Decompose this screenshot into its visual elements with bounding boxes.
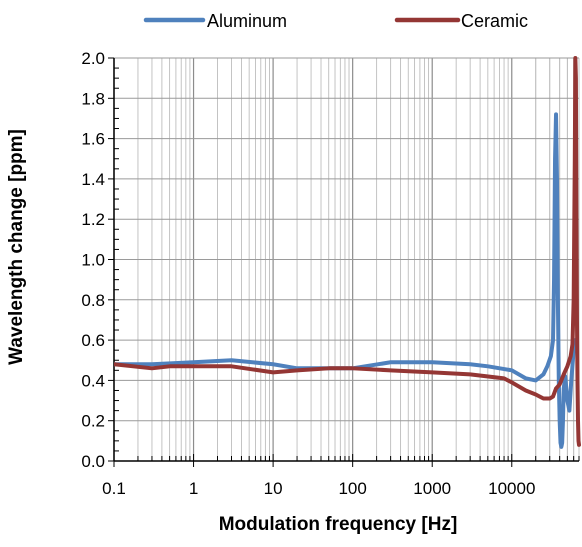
y-tick-label: 2.0 (81, 49, 105, 68)
y-tick-label: 1.2 (81, 210, 105, 229)
series-line-aluminum (114, 112, 579, 449)
legend-label-ceramic: Ceramic (461, 11, 528, 31)
y-tick-label: 1.0 (81, 251, 105, 270)
x-tick-label: 100 (338, 479, 366, 498)
x-axis-title: Modulation frequency [Hz] (219, 514, 458, 535)
y-tick-label: 0.8 (81, 291, 105, 310)
x-tick-label: 0.1 (102, 479, 126, 498)
y-tick-labels: 0.0 0.2 0.4 0.6 0.8 1.0 1.2 1.4 1.6 1.8 2.0 (81, 49, 105, 471)
y-tick-label: 1.8 (81, 89, 105, 108)
x-tick-label: 10000 (488, 479, 535, 498)
legend-label-aluminum: Aluminum (207, 11, 287, 31)
x-tick-label: 1000 (413, 479, 451, 498)
y-tick-label: 1.4 (81, 170, 105, 189)
y-tick-label: 0.4 (81, 371, 105, 390)
series-lines (114, 56, 581, 449)
x-tick-label: 1 (189, 479, 198, 498)
grid-lines (113, 57, 580, 462)
y-axis-title: Wavelength change [ppm] (6, 129, 27, 365)
y-tick-label: 0.6 (81, 331, 105, 350)
y-tick-label: 0.0 (81, 452, 105, 471)
legend: Aluminum Ceramic (143, 11, 528, 31)
y-tick-label: 0.2 (81, 412, 105, 431)
x-tick-label: 10 (264, 479, 283, 498)
series-line-ceramic (114, 56, 581, 447)
x-tick-labels: 0.1 1 10 100 1000 10000 (102, 479, 535, 498)
axes (108, 57, 580, 467)
y-tick-label: 1.6 (81, 130, 105, 149)
